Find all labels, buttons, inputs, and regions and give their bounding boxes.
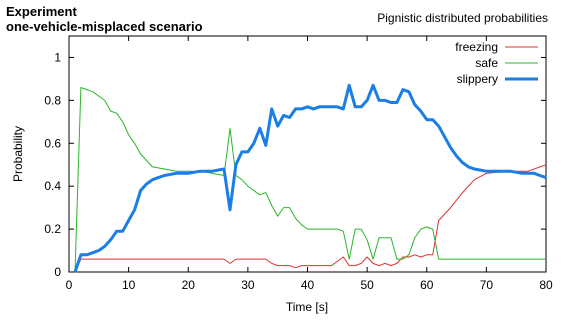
x-tick-label: 70 [480, 278, 494, 292]
x-axis-label: Time [s] [286, 300, 328, 314]
chart-right-title: Pignistic distributed probabilities [377, 11, 548, 25]
chart-subtitle: one-vehicle-misplaced scenario [6, 19, 203, 34]
legend-label-slippery: slippery [457, 72, 498, 86]
series-line-freezing [74, 164, 547, 273]
x-tick-label: 0 [66, 278, 73, 292]
x-tick-label: 20 [182, 278, 196, 292]
series-line-safe [74, 87, 546, 273]
y-tick-label: 1 [54, 50, 61, 64]
y-tick-label: 0.4 [44, 179, 61, 193]
series-line-slippery [73, 83, 547, 273]
chart-title: Experiment [6, 4, 77, 19]
legend-label-freezing: freezing [455, 40, 498, 54]
x-axis: 0 10 20 30 40 50 60 70 80 [66, 36, 553, 292]
y-tick-label: 0.2 [44, 222, 61, 236]
y-tick-label: 0 [54, 265, 61, 279]
y-axis-label: Probability [11, 126, 25, 182]
y-tick-label: 0.8 [44, 93, 61, 107]
x-tick-label: 10 [122, 278, 136, 292]
y-axis: 0 0.2 0.4 0.6 0.8 1 [44, 50, 546, 279]
y-tick-label: 0.6 [44, 136, 61, 150]
legend-label-safe: safe [475, 56, 498, 70]
x-tick-label: 30 [241, 278, 255, 292]
series-layer [73, 83, 547, 273]
x-tick-label: 40 [301, 278, 315, 292]
x-tick-label: 60 [420, 278, 434, 292]
x-tick-label: 80 [539, 278, 553, 292]
x-tick-label: 50 [360, 278, 374, 292]
legend: freezing safe slippery [455, 40, 538, 86]
